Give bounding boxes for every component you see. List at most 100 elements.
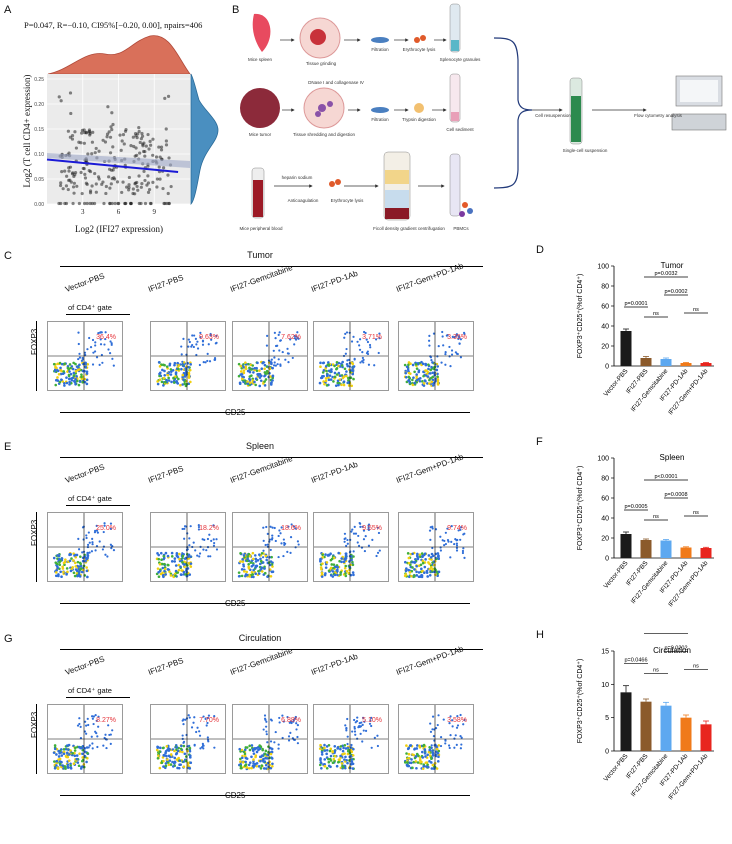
facs-event	[296, 331, 299, 334]
facs-event	[86, 556, 89, 560]
facs-event	[248, 554, 252, 558]
facs-event	[60, 378, 63, 381]
facs-event	[435, 750, 438, 753]
facs-event	[58, 757, 62, 761]
facs-event	[416, 744, 419, 747]
panel_G-title: Circulation	[238, 633, 282, 643]
facs-event	[76, 560, 80, 564]
facs-event	[247, 563, 250, 566]
facs-event	[325, 749, 329, 752]
cells-icon	[414, 37, 420, 43]
facs-event	[295, 335, 298, 338]
y-tick-label: 100	[597, 456, 609, 463]
facs-event	[248, 378, 252, 382]
facs-event	[342, 746, 345, 750]
facs-event	[407, 369, 410, 373]
bar	[700, 724, 712, 751]
facs-event	[75, 365, 79, 368]
facs-event	[418, 758, 422, 762]
facs-event	[415, 564, 418, 568]
scatter-point	[71, 185, 76, 189]
facs-event	[274, 730, 277, 734]
facs-event	[277, 333, 280, 336]
facs-event	[439, 546, 442, 549]
b-r2-top: DNase I and collagenase IV	[308, 80, 364, 85]
facs-event	[55, 568, 58, 572]
facs-event	[434, 727, 438, 730]
scatter-point	[67, 151, 71, 155]
group-label: IFI27-PBS	[146, 272, 185, 294]
facs-event	[435, 747, 439, 751]
treg-percentage: 3.35%	[447, 334, 467, 341]
facs-event	[451, 725, 454, 728]
facs-event	[260, 764, 264, 767]
facs-event	[358, 348, 362, 351]
facs-event	[77, 368, 81, 371]
y-tick-label: 15	[601, 649, 609, 656]
facs-event	[269, 740, 273, 743]
facs-event	[282, 554, 285, 558]
facs-event	[444, 353, 447, 356]
facs-event	[289, 338, 292, 341]
scatter-point	[143, 201, 148, 206]
facs-event	[353, 725, 356, 729]
facs-event	[430, 565, 433, 569]
scatter-point	[64, 184, 69, 188]
facs-event	[254, 377, 258, 381]
facs-event	[329, 747, 333, 751]
facs-event	[375, 554, 378, 558]
facs-event	[104, 337, 107, 341]
y-axis-label: FOXP3⁺CD25⁺(%of CD4⁺)	[577, 659, 584, 744]
facs-event	[353, 525, 356, 529]
facs-event	[433, 563, 436, 567]
facs-event	[365, 352, 369, 355]
facs-event	[90, 715, 94, 718]
facs-event	[253, 366, 257, 370]
facs-event	[194, 549, 197, 552]
facs-event	[378, 337, 381, 340]
facs-event	[208, 360, 212, 363]
scatter-point	[137, 126, 141, 130]
y-tick-label: 20	[601, 344, 609, 351]
facs-event	[259, 557, 262, 561]
scatter-point	[107, 130, 111, 134]
facs-event	[61, 372, 65, 376]
scatter-point	[88, 133, 92, 137]
b-merge-2: Flow cytometry analysis	[634, 113, 682, 118]
facs-event	[431, 568, 434, 571]
bar	[660, 359, 672, 366]
facs-event	[271, 764, 274, 768]
facs-event	[64, 747, 68, 751]
facs-event	[257, 372, 261, 376]
scatter-point	[85, 182, 89, 186]
facs-event	[441, 539, 444, 542]
facs-event	[411, 566, 414, 569]
scatter-point	[162, 166, 166, 170]
facs-event	[346, 538, 349, 542]
facs-event	[69, 749, 72, 752]
facs-event	[448, 746, 451, 750]
facs-event	[373, 364, 376, 367]
facs-plot: 18.2%	[150, 512, 226, 582]
facs-event	[423, 571, 426, 575]
facs-event	[454, 351, 457, 354]
facs-event	[327, 760, 331, 764]
facs-event	[52, 362, 56, 366]
facs-event	[78, 722, 81, 726]
facs-event	[358, 722, 361, 725]
facs-event	[363, 549, 366, 553]
facs-event	[344, 755, 347, 759]
scatter-point	[103, 140, 108, 144]
facs-event	[182, 378, 185, 382]
facs-event	[321, 371, 325, 374]
facs-event	[177, 364, 181, 367]
facs-event	[182, 765, 186, 768]
scatter-point	[94, 182, 98, 186]
facs-event	[332, 380, 335, 383]
facs-event	[86, 543, 90, 546]
facs-event	[81, 356, 84, 360]
y-tick-label: 0	[605, 556, 609, 563]
facs-event	[197, 523, 200, 527]
facs-event	[444, 742, 447, 745]
b-r2-2: Filtration	[371, 117, 389, 122]
